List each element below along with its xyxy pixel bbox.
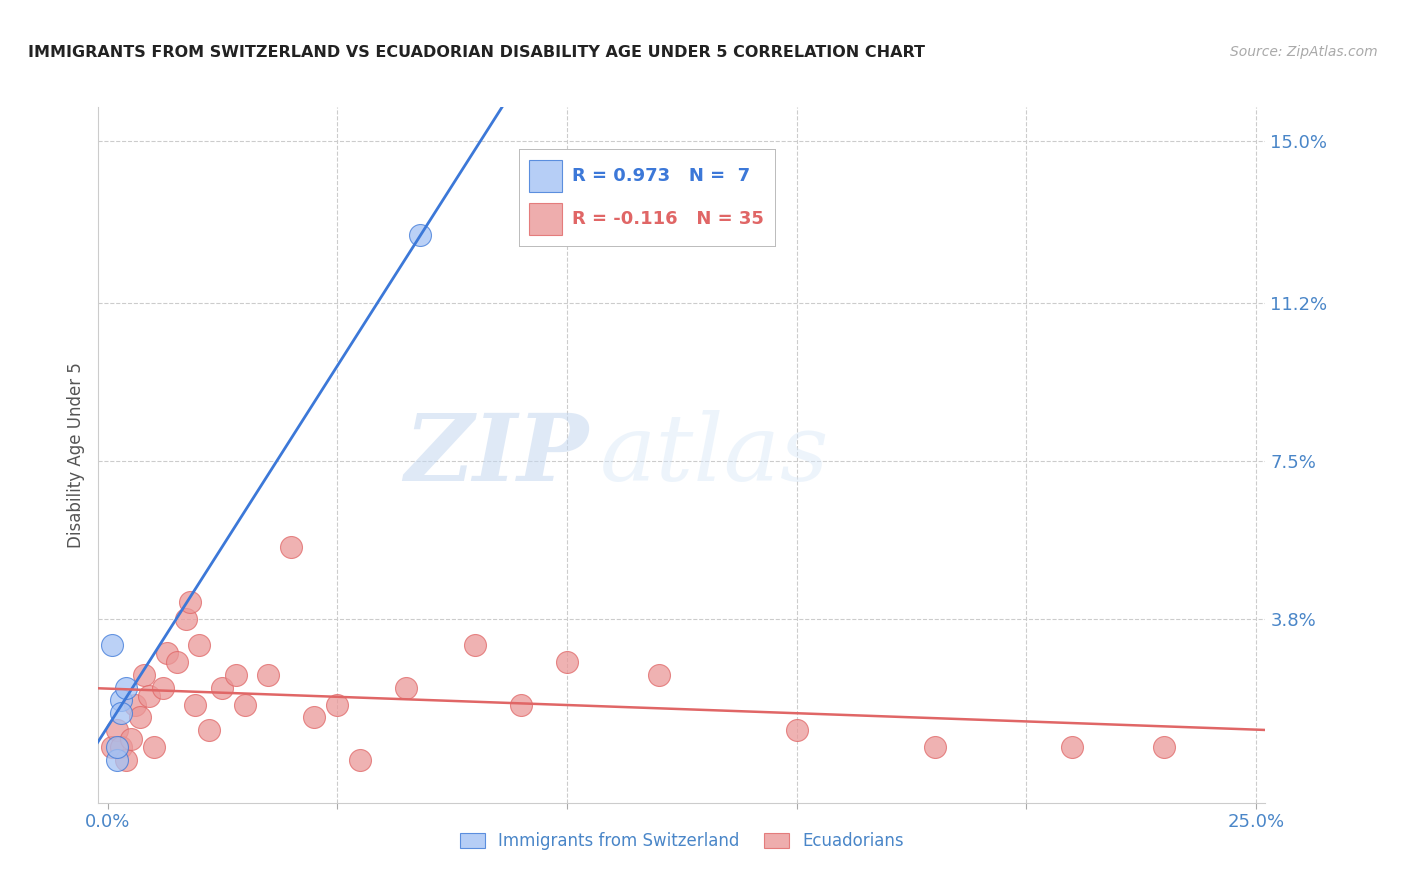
Point — [128, 710, 150, 724]
Point — [225, 667, 247, 681]
Point — [464, 638, 486, 652]
Text: ZIP: ZIP — [405, 410, 589, 500]
Text: R = -0.116   N = 35: R = -0.116 N = 35 — [572, 210, 765, 228]
Y-axis label: Disability Age Under 5: Disability Age Under 5 — [66, 362, 84, 548]
Point — [235, 698, 257, 712]
Point — [138, 689, 160, 703]
Point — [786, 723, 808, 738]
Point — [924, 740, 946, 755]
Point — [409, 228, 432, 243]
Point — [211, 681, 233, 695]
Point — [197, 723, 219, 738]
Point — [304, 710, 326, 724]
Point — [156, 647, 179, 661]
Point — [395, 681, 418, 695]
Point — [105, 740, 128, 755]
Point — [152, 681, 174, 695]
Bar — [529, 203, 562, 235]
Point — [188, 638, 211, 652]
Point — [179, 595, 201, 609]
Point — [1062, 740, 1084, 755]
Point — [105, 723, 128, 738]
Point — [110, 693, 132, 707]
Text: R = 0.973   N =  7: R = 0.973 N = 7 — [572, 167, 751, 185]
Point — [134, 667, 156, 681]
Point — [142, 740, 165, 755]
Point — [124, 698, 146, 712]
Point — [257, 667, 280, 681]
Point — [115, 753, 138, 767]
Point — [101, 638, 124, 652]
Point — [349, 753, 371, 767]
Point — [555, 655, 578, 669]
Point — [174, 612, 197, 626]
Point — [120, 731, 142, 746]
Point — [110, 740, 132, 755]
Point — [1153, 740, 1175, 755]
Point — [115, 681, 138, 695]
Point — [648, 667, 671, 681]
Point — [510, 698, 533, 712]
Point — [326, 698, 349, 712]
Point — [101, 740, 124, 755]
Text: atlas: atlas — [600, 410, 830, 500]
Legend: Immigrants from Switzerland, Ecuadorians: Immigrants from Switzerland, Ecuadorians — [453, 826, 911, 857]
Point — [166, 655, 188, 669]
Point — [280, 540, 302, 554]
Bar — [529, 161, 562, 192]
Point — [184, 698, 207, 712]
Text: IMMIGRANTS FROM SWITZERLAND VS ECUADORIAN DISABILITY AGE UNDER 5 CORRELATION CHA: IMMIGRANTS FROM SWITZERLAND VS ECUADORIA… — [28, 45, 925, 60]
Text: Source: ZipAtlas.com: Source: ZipAtlas.com — [1230, 45, 1378, 59]
Point — [105, 753, 128, 767]
Point — [110, 706, 132, 721]
